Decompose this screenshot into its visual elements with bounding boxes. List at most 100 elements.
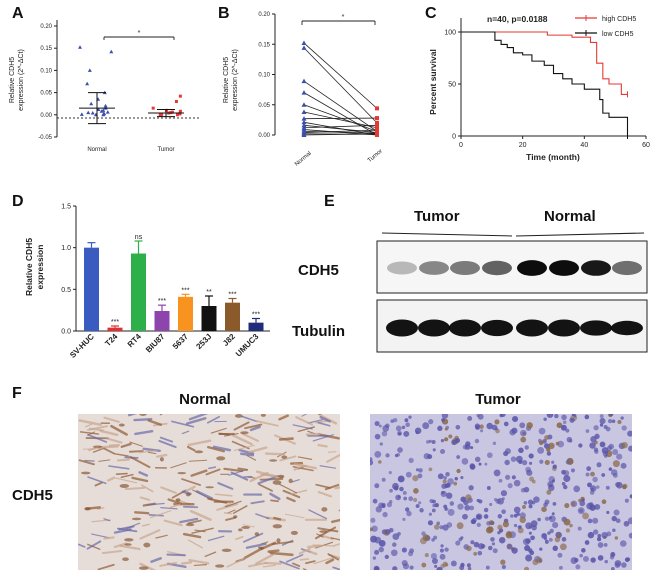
panel-a-point (90, 111, 95, 115)
panel-c-xlabel: Time (month) (526, 152, 580, 162)
ihc-tumor-nucleus (510, 456, 517, 462)
panel-b-tumor-point (375, 125, 379, 130)
ihc-tumor-nucleus (409, 548, 414, 554)
ihc-tumor-nucleus (413, 488, 419, 494)
ihc-normal-fiber (246, 455, 257, 461)
ihc-tumor-nucleus (582, 555, 589, 562)
ihc-tumor-nucleus (597, 555, 604, 561)
ihc-tumor-nucleus (403, 430, 410, 437)
ihc-normal-fiber (110, 424, 128, 436)
ihc-tumor-nucleus (627, 517, 632, 525)
ihc-normal-fiber (291, 479, 300, 483)
ihc-normal-stain (269, 459, 278, 462)
ihc-tumor-nucleus (378, 502, 384, 508)
ihc-tumor-nucleus (573, 485, 581, 493)
ihc-normal-stain (272, 524, 283, 529)
ihc-normal-fiber (159, 561, 178, 567)
ihc-tumor-nucleus (429, 498, 434, 504)
ihc-tumor-nucleus (437, 473, 444, 480)
panel-d-bar-j82 (225, 302, 240, 331)
ihc-tumor-nucleus (513, 479, 521, 487)
ihc-tumor-nucleus (386, 502, 393, 508)
ihc-normal-fiber (169, 503, 181, 509)
panel-b-pair-line (303, 133, 378, 136)
ihc-tumor-nucleus (460, 562, 465, 568)
ihc-tumor-nucleus (608, 467, 613, 471)
ihc-tumor-nucleus (596, 485, 600, 489)
panel-a-point (99, 109, 104, 113)
ihc-tumor-nucleus (408, 415, 412, 419)
ihc-tumor-nucleus (599, 414, 604, 419)
panel-e-cdh5-band (612, 260, 642, 276)
ihc-normal-stain (84, 507, 91, 511)
ihc-tumor-nucleus (519, 516, 526, 524)
ihc-tumor-nucleus (612, 460, 620, 468)
ihc-tumor-nucleus (403, 496, 407, 501)
ihc-tumor-nucleus (464, 504, 471, 511)
ihc-tumor-nucleus (428, 419, 434, 425)
ihc-normal-fiber (114, 477, 138, 484)
ihc-normal-fiber (155, 534, 168, 539)
panel-a-point (151, 106, 155, 110)
ihc-tumor-nucleus (546, 447, 551, 452)
ihc-tumor-nucleus (606, 510, 610, 515)
ihc-tumor-nucleus (520, 436, 527, 443)
ihc-normal-fiber (218, 432, 230, 436)
panel-b-ylabel-1: Relative CDH5 (223, 57, 230, 103)
ihc-normal-fiber (228, 469, 248, 476)
ihc-normal-fiber (278, 414, 289, 421)
ihc-tumor-nucleus (520, 487, 526, 493)
ihc-tumor-nucleus (590, 487, 594, 491)
ihc-tumor-nucleus (565, 428, 570, 433)
ihc-tumor-nucleus (552, 464, 557, 469)
ihc-tumor-nucleus (594, 503, 601, 510)
ihc-normal-fiber (141, 523, 150, 527)
ihc-tumor-nucleus (605, 485, 610, 490)
ihc-tumor-nucleus (513, 506, 521, 514)
ihc-normal-fiber (102, 447, 115, 455)
ihc-tumor-nucleus (592, 476, 598, 483)
ihc-tumor-nucleus (524, 445, 529, 450)
panel-b-tumor-point (375, 120, 379, 125)
ihc-tumor-nucleus (434, 524, 440, 530)
ihc-normal-fiber (245, 542, 267, 549)
ihc-tumor-nucleus (599, 441, 606, 448)
panel-d-ytick-label: 1.0 (61, 245, 71, 252)
ihc-tumor-nucleus (599, 417, 606, 425)
ihc-normal-stain (92, 445, 103, 448)
panel-e-cdh5-band (517, 260, 547, 276)
ihc-tumor-nucleus (575, 564, 581, 570)
ihc-tumor-nucleus (611, 567, 615, 570)
ihc-tumor-nucleus (444, 507, 448, 511)
ihc-tumor-nucleus (431, 538, 435, 542)
ihc-tumor-nucleus (529, 476, 535, 482)
panel-e-cdh5-band (450, 261, 480, 275)
ihc-normal-stain (122, 557, 129, 561)
ihc-normal-fiber (103, 416, 120, 423)
ihc-tumor-nucleus (381, 430, 388, 437)
ihc-tumor-nucleus (397, 475, 405, 483)
ihc-normal-fiber (248, 561, 268, 568)
ihc-tumor-nucleus (613, 509, 620, 516)
ihc-normal-fiber (269, 551, 294, 557)
panel-a-point (79, 112, 84, 116)
ihc-tumor-nucleus (557, 552, 563, 558)
ihc-tumor-nucleus (480, 429, 484, 433)
ihc-normal-fiber (128, 450, 144, 453)
ihc-normal-fiber (299, 558, 310, 561)
panel-c-xtick-label: 60 (642, 142, 650, 149)
ihc-tumor-nucleus (478, 462, 482, 466)
panel-c-ylabel: Percent survival (428, 49, 438, 115)
ihc-normal-fiber (278, 437, 294, 441)
panel-b-tumor-point (375, 123, 379, 128)
ihc-normal-fiber (249, 425, 261, 432)
ihc-tumor-nucleus (405, 471, 412, 478)
ihc-tumor-nucleus (374, 433, 381, 440)
ihc-tumor-nucleus (470, 446, 474, 450)
ihc-tumor-nucleus (492, 548, 498, 554)
ihc-tumor-nucleus (588, 502, 594, 507)
ihc-tumor-nucleus (546, 489, 552, 495)
ihc-normal-fiber (319, 415, 331, 423)
ihc-normal-fiber (307, 418, 324, 424)
ihc-normal-stain (159, 457, 164, 462)
